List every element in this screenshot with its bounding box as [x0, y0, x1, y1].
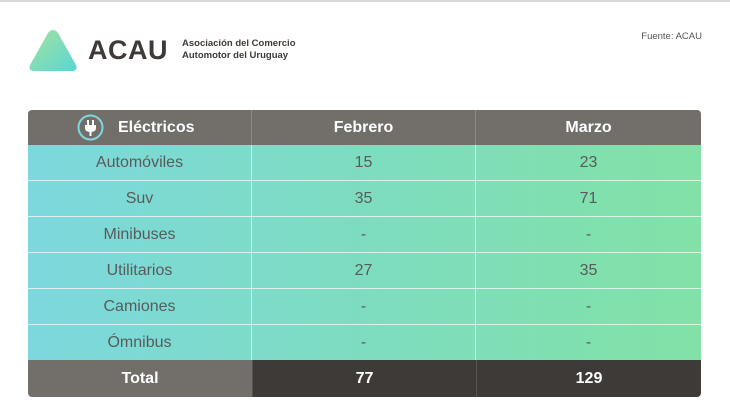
cell-omnibus-febrero: - — [252, 325, 476, 360]
cell-camiones-marzo: - — [476, 289, 701, 325]
brand-tagline-line1: Asociación del Comercio — [182, 38, 296, 49]
row-label-suv: Suv — [28, 181, 252, 217]
sales-table: Eléctricos Febrero Marzo Automóviles 15 … — [28, 110, 701, 397]
cell-automoviles-febrero: 15 — [252, 145, 476, 181]
header-febrero: Febrero — [252, 110, 476, 145]
header-electricos-label: Eléctricos — [118, 118, 195, 136]
header-marzo: Marzo — [476, 110, 701, 145]
acau-logo: ACAU Asociación del Comercio Automotor d… — [28, 27, 296, 73]
brand-name: ACAU — [88, 34, 168, 65]
row-label-omnibus: Ómnibus — [28, 325, 252, 360]
row-label-automoviles: Automóviles — [28, 145, 252, 181]
brand-tagline: Asociación del Comercio Automotor del Ur… — [182, 38, 296, 62]
cell-suv-marzo: 71 — [476, 181, 701, 217]
cell-minibuses-marzo: - — [476, 217, 701, 253]
row-label-utilitarios: Utilitarios — [28, 253, 252, 289]
logo-triangle-icon — [29, 30, 77, 71]
row-label-camiones: Camiones — [28, 289, 252, 325]
total-label: Total — [28, 360, 252, 397]
brand-tagline-line2: Automotor del Uruguay — [182, 50, 289, 61]
cell-utilitarios-marzo: 35 — [476, 253, 701, 289]
total-febrero: 77 — [252, 360, 476, 397]
source-note: Fuente: ACAU — [641, 31, 702, 42]
row-label-minibuses: Minibuses — [28, 217, 252, 253]
plug-icon — [77, 114, 104, 141]
cell-suv-febrero: 35 — [252, 181, 476, 217]
cell-utilitarios-febrero: 27 — [252, 253, 476, 289]
top-rule — [0, 0, 730, 2]
header-electricos: Eléctricos — [28, 110, 252, 145]
total-marzo: 129 — [476, 360, 701, 397]
table-grid: Eléctricos Febrero Marzo Automóviles 15 … — [28, 110, 701, 397]
cell-minibuses-febrero: - — [252, 217, 476, 253]
cell-omnibus-marzo: - — [585, 333, 592, 351]
cell-camiones-febrero: - — [252, 289, 476, 325]
cell-automoviles-marzo: 23 — [476, 145, 701, 181]
